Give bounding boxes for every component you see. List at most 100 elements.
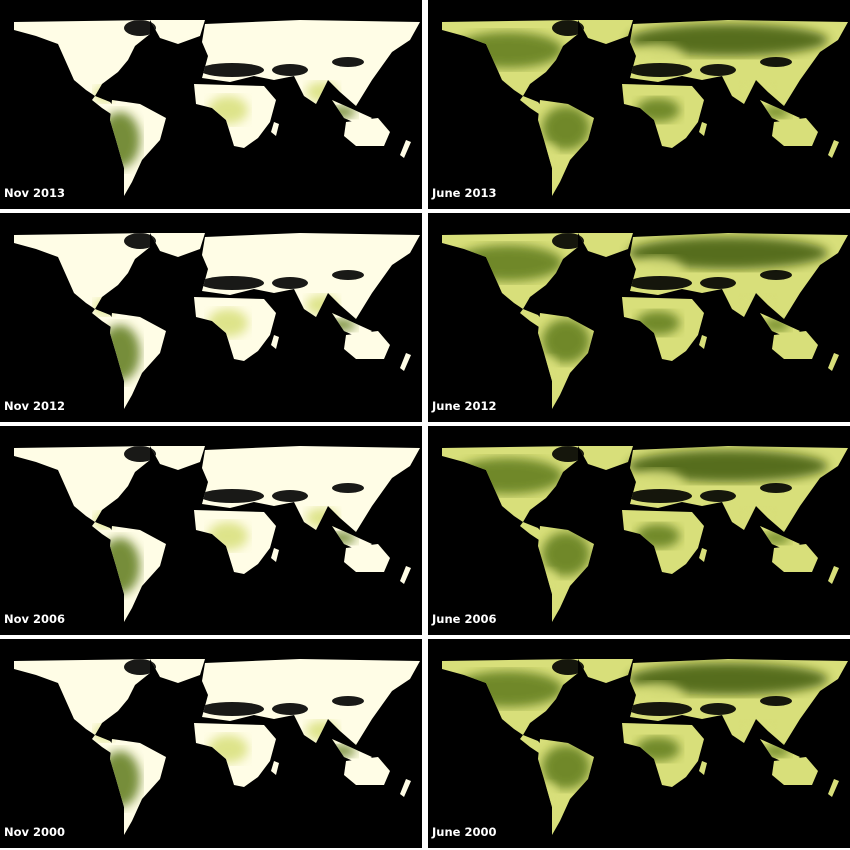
desert-patch	[760, 483, 792, 493]
vegetation-patch	[742, 721, 774, 741]
vegetation-patch	[208, 309, 248, 337]
world-map	[14, 233, 420, 409]
world-map	[14, 659, 420, 835]
continent-australia	[772, 757, 818, 785]
vegetation-patch	[628, 237, 828, 269]
panel-label: Nov 2012	[4, 399, 66, 413]
map-panel-nov-2013: Nov 2013	[0, 0, 422, 209]
continent-new-zealand	[828, 779, 839, 797]
vegetation-patch	[208, 522, 248, 550]
world-map	[14, 20, 420, 196]
vegetation-patch	[742, 82, 774, 102]
continent-australia	[344, 757, 390, 785]
desert-patch	[552, 659, 584, 675]
vegetation-patch	[100, 538, 140, 594]
desert-patch	[332, 270, 364, 280]
continent-greenland	[150, 446, 205, 470]
desert-patch	[200, 489, 264, 503]
vegetation-patch	[306, 82, 338, 102]
vegetation-patch	[628, 24, 828, 56]
vegetation-patch	[636, 98, 680, 122]
desert-patch	[552, 233, 584, 249]
desert-patch	[760, 57, 792, 67]
vegetation-patch	[762, 745, 790, 757]
continent-greenland	[578, 20, 633, 44]
vegetation-layer	[453, 659, 828, 815]
continent-north-america	[14, 659, 150, 735]
desert-patch	[124, 446, 156, 462]
continent-australia	[344, 118, 390, 146]
desert-patch	[552, 446, 584, 462]
desert-patch	[272, 703, 308, 715]
vegetation-patch	[453, 32, 563, 68]
vegetation-patch	[306, 508, 338, 528]
vegetation-patch	[208, 96, 248, 124]
vegetation-patch	[328, 106, 356, 118]
vegetation-patch	[328, 745, 356, 757]
panel-label: June 2000	[432, 825, 497, 839]
map-panel-nov-2006: Nov 2006	[0, 426, 422, 635]
desert-patch	[700, 64, 736, 76]
vegetation-patch	[538, 570, 558, 602]
continent-madagascar	[271, 122, 279, 136]
desert-patch	[200, 63, 264, 77]
world-map	[14, 446, 420, 622]
continent-new-zealand	[828, 353, 839, 371]
vegetation-patch	[94, 86, 114, 102]
panel-label: Nov 2013	[4, 186, 66, 200]
desert-patch	[628, 489, 692, 503]
continent-madagascar	[699, 761, 707, 775]
vegetation-patch	[538, 783, 558, 815]
continent-greenland	[578, 233, 633, 257]
map-panel-june-2000: June 2000	[428, 639, 850, 848]
vegetation-patch	[328, 532, 356, 544]
panel-label: June 2013	[432, 186, 497, 200]
continent-north-america	[14, 20, 150, 96]
vegetation-patch	[762, 319, 790, 331]
continent-madagascar	[699, 335, 707, 349]
continent-new-zealand	[400, 566, 411, 584]
continent-australia	[772, 544, 818, 572]
desert-patch	[760, 696, 792, 706]
desert-patch	[124, 20, 156, 36]
map-panel-june-2013: June 2013	[428, 0, 850, 209]
vegetation-patch	[306, 721, 338, 741]
desert-patch	[272, 277, 308, 289]
vegetation-patch	[453, 245, 563, 281]
vegetation-patch	[100, 751, 140, 807]
continent-north-america	[14, 446, 150, 522]
desert-patch	[700, 277, 736, 289]
panel-label: Nov 2000	[4, 825, 66, 839]
world-map	[442, 20, 848, 196]
continent-europe-asia	[202, 659, 420, 745]
panel-label: June 2012	[432, 399, 497, 413]
desert-patch	[200, 276, 264, 290]
vegetation-patch	[628, 450, 828, 482]
desert-patch	[700, 490, 736, 502]
desert-patch	[124, 233, 156, 249]
desert-patch	[272, 64, 308, 76]
continent-north-america	[14, 233, 150, 309]
vegetation-patch	[538, 357, 558, 389]
desert-patch	[332, 696, 364, 706]
continent-australia	[772, 118, 818, 146]
vegetation-patch	[94, 725, 114, 741]
continent-madagascar	[699, 122, 707, 136]
desert-patch	[272, 490, 308, 502]
vegetation-patch	[100, 112, 140, 168]
continent-europe-asia	[202, 446, 420, 532]
continent-europe-asia	[202, 233, 420, 319]
vegetation-patch	[628, 663, 828, 695]
world-map	[442, 233, 848, 409]
desert-patch	[628, 63, 692, 77]
world-map	[442, 446, 848, 622]
vegetation-patch	[742, 508, 774, 528]
vegetation-patch	[542, 319, 590, 363]
desert-patch	[332, 483, 364, 493]
continent-madagascar	[699, 548, 707, 562]
continent-new-zealand	[400, 140, 411, 158]
vegetation-patch	[453, 671, 563, 707]
panel-label: June 2006	[432, 612, 497, 626]
vegetation-patch	[453, 458, 563, 494]
continent-new-zealand	[828, 140, 839, 158]
